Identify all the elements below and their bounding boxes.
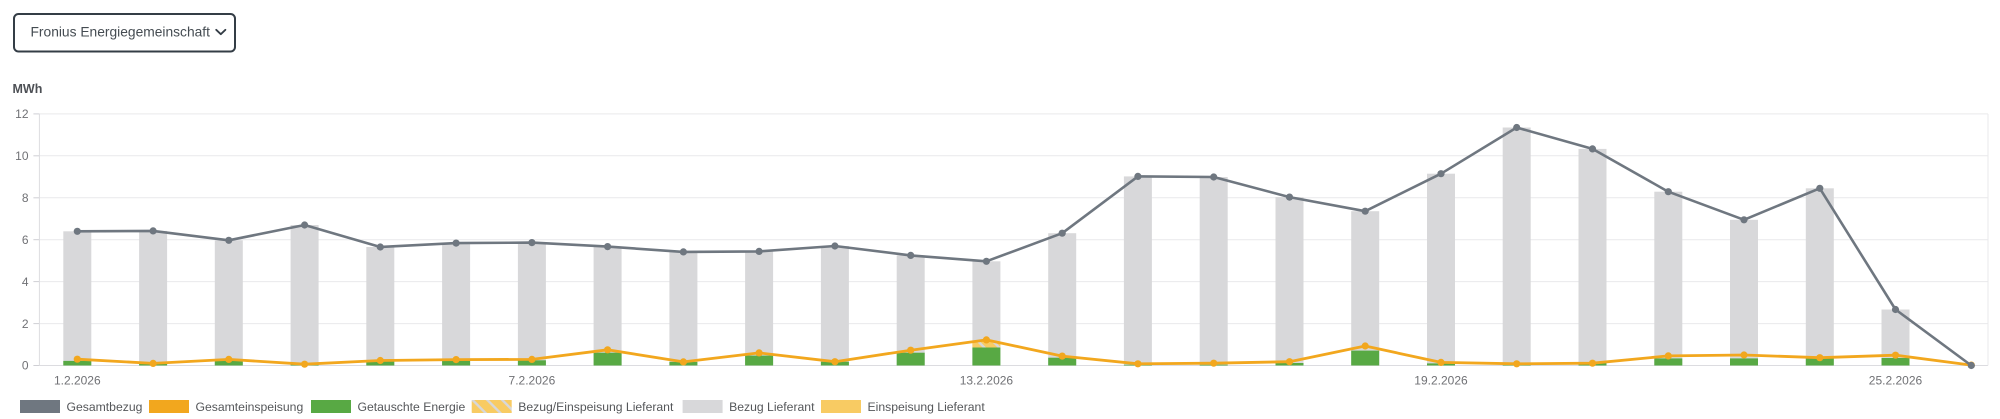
svg-text:12: 12 <box>15 107 29 121</box>
svg-text:1.2.2026: 1.2.2026 <box>54 374 101 388</box>
svg-text:Einspeisung Lieferant: Einspeisung Lieferant <box>868 400 986 414</box>
svg-text:8: 8 <box>22 191 29 205</box>
svg-text:25.2.2026: 25.2.2026 <box>1869 374 1923 388</box>
svg-text:Getauschte Energie: Getauschte Energie <box>358 400 466 414</box>
svg-text:Bezug Lieferant: Bezug Lieferant <box>729 400 815 414</box>
svg-text:0: 0 <box>22 359 29 373</box>
svg-text:Gesamteinspeisung: Gesamteinspeisung <box>196 400 304 414</box>
svg-text:10: 10 <box>15 149 29 163</box>
svg-text:6: 6 <box>22 233 29 247</box>
svg-text:19.2.2026: 19.2.2026 <box>1414 374 1468 388</box>
svg-text:Bezug/Einspeisung Lieferant: Bezug/Einspeisung Lieferant <box>518 400 674 414</box>
svg-text:MWh: MWh <box>13 82 43 96</box>
svg-text:2: 2 <box>22 317 29 331</box>
svg-text:13.2.2026: 13.2.2026 <box>960 374 1014 388</box>
svg-text:Fronius Energiegemeinschaft: Fronius Energiegemeinschaft <box>31 25 211 40</box>
svg-text:Gesamtbezug: Gesamtbezug <box>67 400 143 414</box>
svg-text:7.2.2026: 7.2.2026 <box>509 374 556 388</box>
svg-text:4: 4 <box>22 275 29 289</box>
